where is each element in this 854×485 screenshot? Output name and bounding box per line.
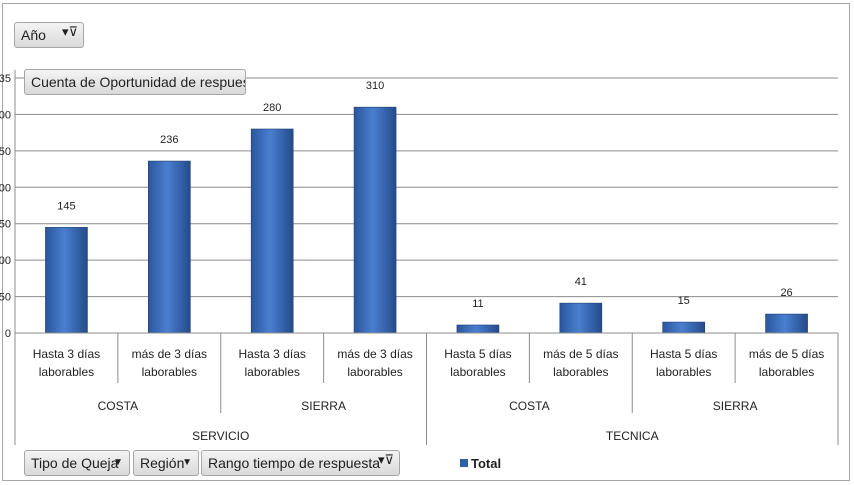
- data-label: 236: [160, 134, 178, 146]
- y-tick-label: 100: [0, 255, 11, 267]
- x-tick-label: Hasta 5 días: [650, 347, 717, 361]
- region-field-button[interactable]: Región ▼: [133, 450, 199, 476]
- bar: [456, 324, 500, 334]
- x-tick-label: laborables: [759, 365, 814, 379]
- x-tick-label: Hasta 3 días: [33, 347, 100, 361]
- data-label: 145: [57, 200, 75, 212]
- tipo-queja-label: Tipo de Queja: [31, 455, 119, 471]
- x-tick-label: más de 5 días: [543, 347, 618, 361]
- y-tick-label: 150: [0, 219, 11, 231]
- bar: [250, 128, 294, 334]
- data-labels: 145 236 280 310 11 41 15 26: [57, 80, 792, 310]
- x-tick-label: laborables: [39, 365, 94, 379]
- bar: [765, 313, 808, 334]
- bar: [353, 106, 397, 334]
- region-label: Región: [140, 455, 185, 471]
- year-filter-button[interactable]: Año ▾⊽: [14, 22, 84, 48]
- year-filter-label: Año: [21, 27, 46, 43]
- x-tick-label: laborables: [450, 365, 505, 379]
- bar: [148, 160, 191, 334]
- region-group-label: SIERRA: [713, 399, 758, 413]
- x-tick-label: más de 5 días: [749, 347, 824, 361]
- data-label: 41: [575, 276, 587, 288]
- region-group-label: SIERRA: [301, 399, 346, 413]
- legend-swatch: [460, 459, 468, 467]
- y-tick-label: 35: [0, 73, 11, 85]
- x-tick-label: laborables: [553, 365, 608, 379]
- bar: [662, 321, 705, 334]
- rango-label: Rango tiempo de respuesta: [208, 455, 380, 471]
- y-tick-label: 250: [0, 146, 11, 158]
- x-tick-label: laborables: [142, 365, 197, 379]
- axes: 0 50 100 150 200 250 300 35 Hasta 3 días laborabl…: [0, 70, 839, 445]
- bars: [45, 106, 808, 334]
- x-tick-label: laborables: [347, 365, 402, 379]
- chevron-down-icon: ▼: [182, 457, 192, 468]
- tipo-group-label: SERVICIO: [192, 429, 249, 443]
- measure-field-button[interactable]: Cuenta de Oportunidad de respuesta: [24, 69, 246, 95]
- x-tick-label: Hasta 5 días: [444, 347, 511, 361]
- bar: [45, 227, 88, 334]
- x-tick-label: Hasta 3 días: [239, 347, 306, 361]
- rango-field-button[interactable]: Rango tiempo de respuesta ▾⊽: [201, 450, 400, 476]
- data-label: 310: [366, 80, 384, 92]
- y-tick-label: 300: [0, 109, 11, 121]
- chevron-down-icon: ▼: [113, 457, 123, 468]
- region-group-label: COSTA: [98, 399, 138, 413]
- x-tick-label: más de 3 días: [132, 347, 207, 361]
- data-label: 26: [780, 287, 792, 299]
- data-label: 11: [472, 298, 483, 310]
- region-group-label: COSTA: [509, 399, 549, 413]
- legend: Total: [460, 456, 501, 471]
- y-tick-label: 50: [0, 292, 11, 304]
- tipo-queja-field-button[interactable]: Tipo de Queja ▼: [24, 450, 130, 476]
- bar: [559, 302, 603, 334]
- data-label: 280: [263, 102, 281, 114]
- tipo-group-label: TECNICA: [606, 429, 659, 443]
- measure-field-label: Cuenta de Oportunidad de respuesta: [31, 74, 246, 90]
- gridlines: [15, 77, 838, 298]
- filter-dropdown-icon: ▾⊽: [377, 452, 394, 467]
- y-tick-label: 200: [0, 182, 11, 194]
- y-tick-label: 0: [5, 328, 11, 340]
- x-tick-label: más de 3 días: [337, 347, 412, 361]
- x-tick-label: laborables: [245, 365, 300, 379]
- legend-label: Total: [471, 456, 502, 471]
- filter-dropdown-icon: ▾⊽: [61, 24, 78, 39]
- data-label: 15: [678, 295, 690, 307]
- x-tick-label: laborables: [656, 365, 711, 379]
